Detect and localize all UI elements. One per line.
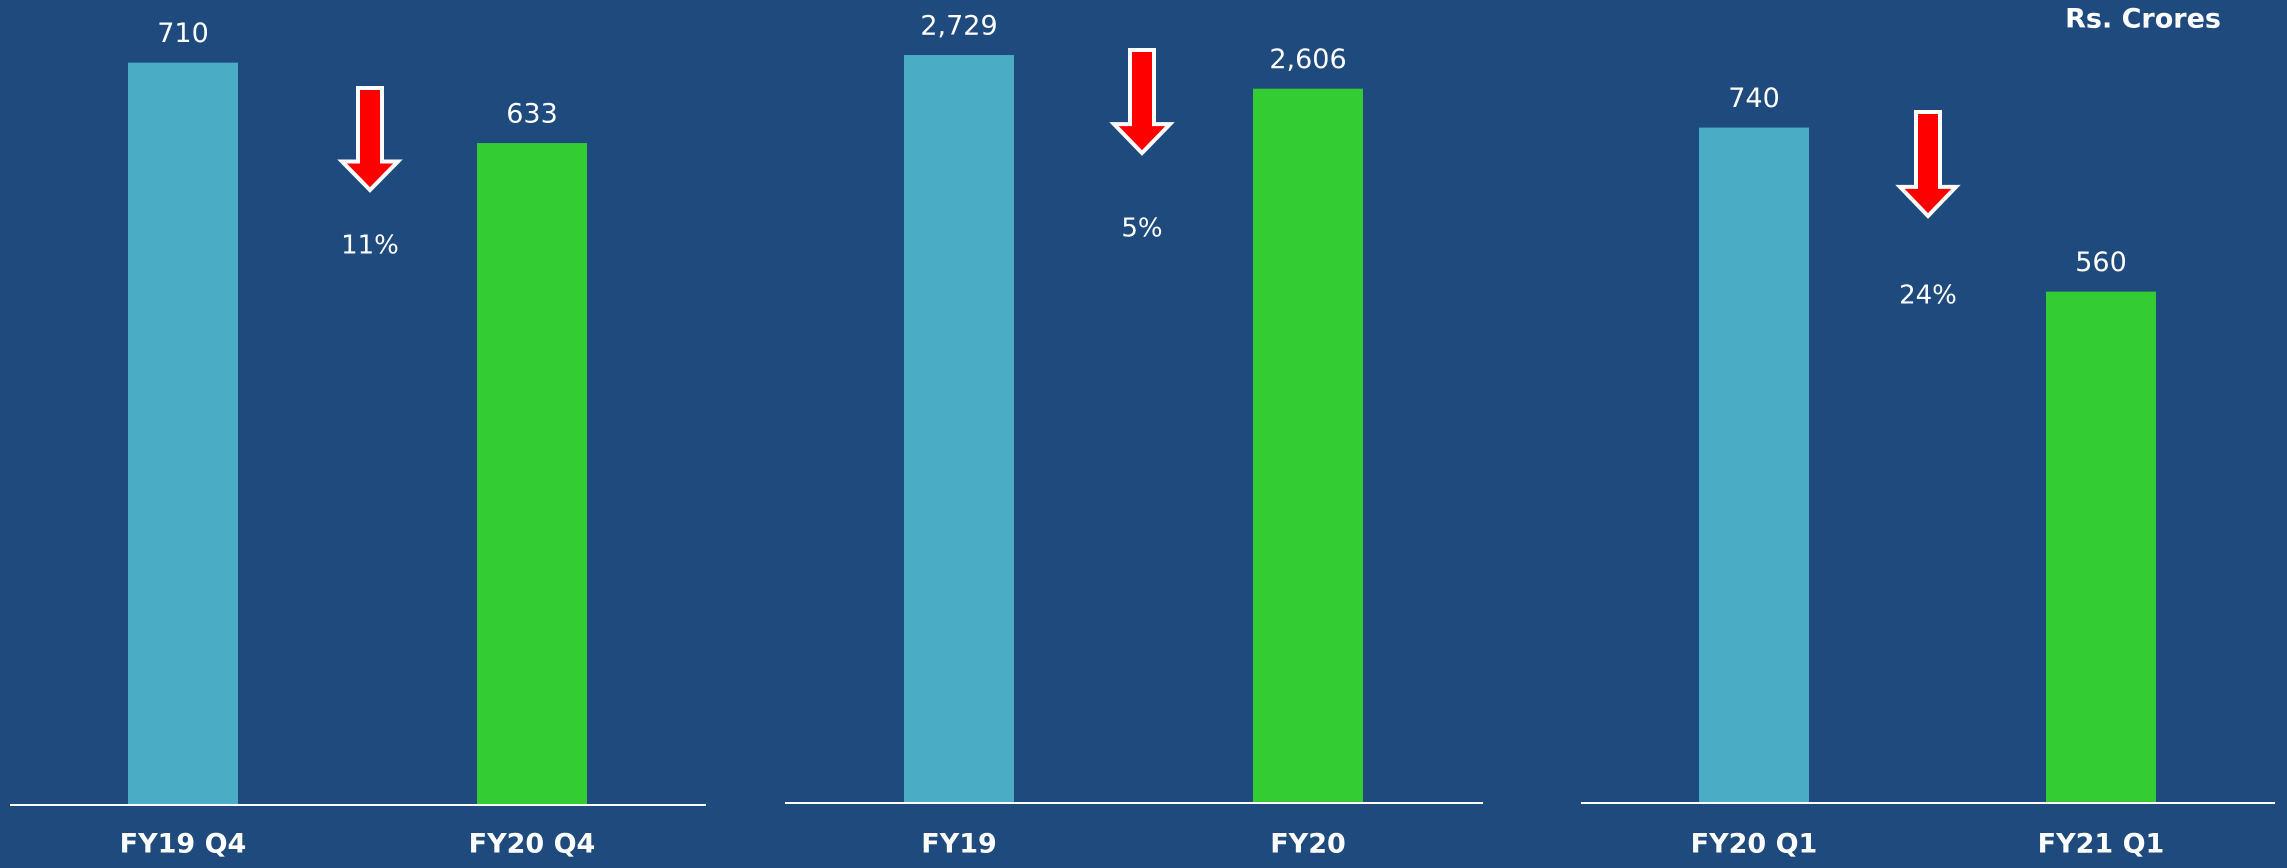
category-label: FY19 Q4 <box>120 829 247 860</box>
change-label: 24% <box>1899 281 1957 311</box>
value-label: 710 <box>157 18 209 49</box>
value-label: 560 <box>2075 247 2127 278</box>
bar <box>904 55 1014 802</box>
value-label: 2,606 <box>1269 44 1346 75</box>
down-arrow <box>1109 48 1175 156</box>
bar <box>477 143 587 805</box>
category-label: FY20 Q4 <box>469 829 596 860</box>
value-label: 633 <box>506 99 558 130</box>
category-label: FY21 Q1 <box>2038 829 2165 860</box>
value-label: 2,729 <box>920 11 997 42</box>
value-label: 740 <box>1728 83 1780 114</box>
down-arrow <box>337 86 403 193</box>
bar <box>128 62 238 804</box>
change-label: 11% <box>341 231 399 261</box>
down-arrow <box>1895 110 1961 219</box>
category-label: FY20 <box>1270 829 1346 860</box>
change-label: 5% <box>1121 214 1162 244</box>
bar <box>1253 88 1363 803</box>
bar <box>1699 127 1809 802</box>
unit-label: Rs. Crores <box>2065 4 2221 35</box>
category-label: FY20 Q1 <box>1691 829 1818 860</box>
bar <box>2046 291 2156 802</box>
category-label: FY19 <box>921 829 997 860</box>
